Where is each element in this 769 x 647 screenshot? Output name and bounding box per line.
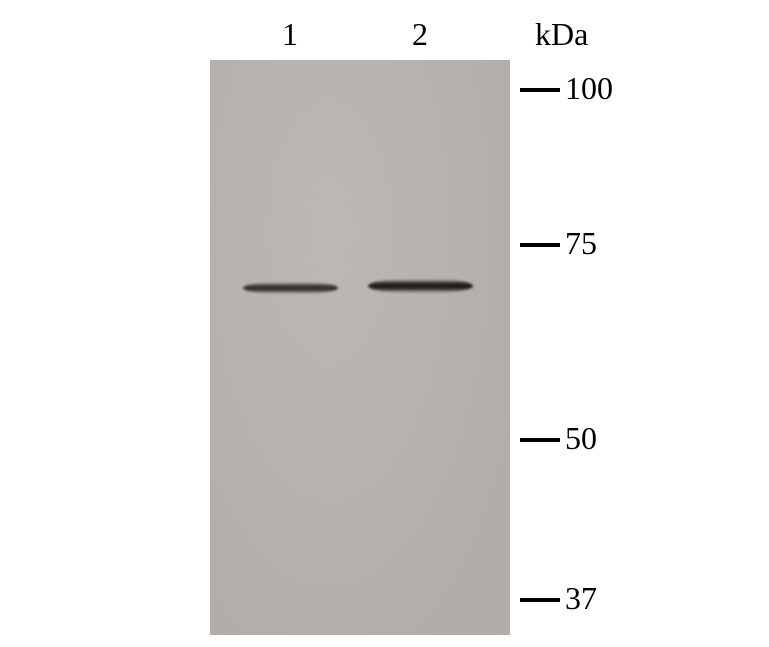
marker-tick-100: [520, 88, 560, 92]
marker-label-37: 37: [565, 580, 597, 617]
lane-label-2: 2: [400, 16, 440, 53]
marker-tick-75: [520, 243, 560, 247]
marker-tick-50: [520, 438, 560, 442]
marker-tick-37: [520, 598, 560, 602]
marker-label-75: 75: [565, 225, 597, 262]
unit-label-kda: kDa: [535, 16, 588, 53]
marker-label-100: 100: [565, 70, 613, 107]
band-lane-1: [243, 282, 338, 294]
blot-figure: 1 2 kDa 100 75 50 37: [0, 0, 769, 647]
band-lane-2: [368, 279, 473, 293]
blot-membrane: [210, 60, 510, 635]
marker-label-50: 50: [565, 420, 597, 457]
lane-label-1: 1: [270, 16, 310, 53]
